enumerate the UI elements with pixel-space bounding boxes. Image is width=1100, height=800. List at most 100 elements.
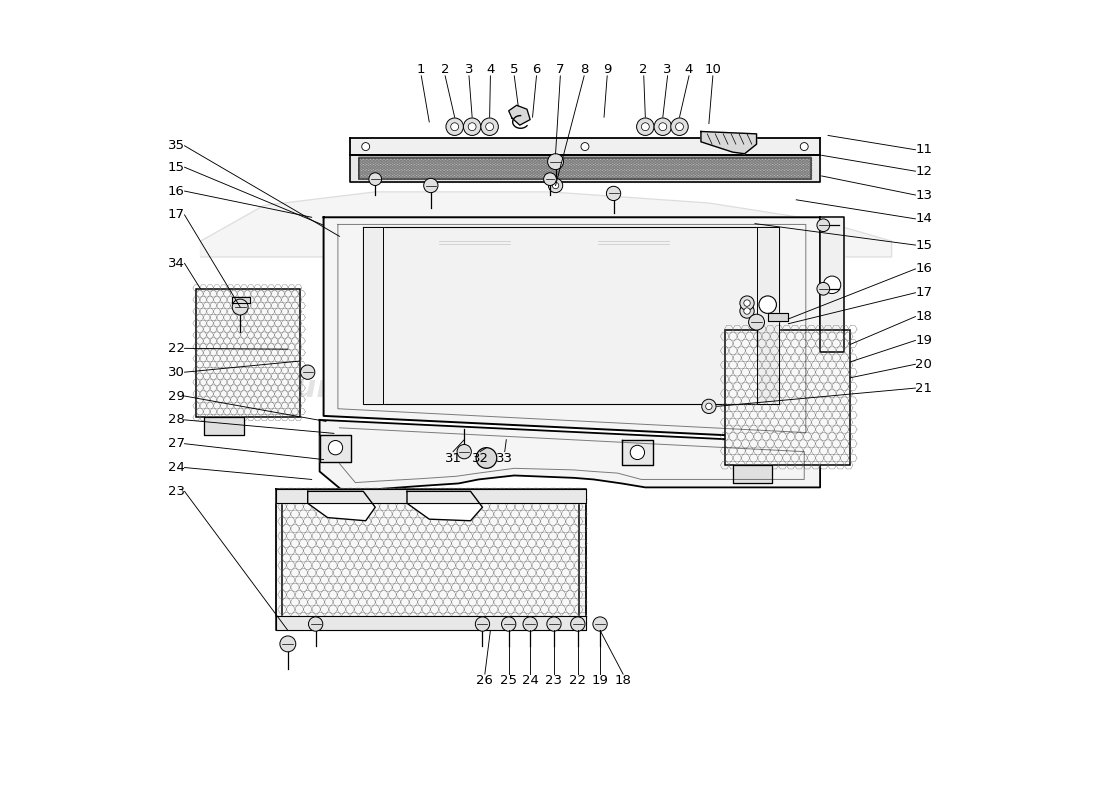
Circle shape bbox=[630, 446, 645, 459]
Circle shape bbox=[469, 122, 476, 130]
Text: 27: 27 bbox=[167, 437, 185, 450]
Circle shape bbox=[368, 173, 382, 186]
Polygon shape bbox=[821, 218, 844, 352]
Circle shape bbox=[552, 182, 559, 189]
Circle shape bbox=[549, 178, 563, 193]
Text: 3: 3 bbox=[464, 63, 473, 76]
Circle shape bbox=[446, 118, 463, 135]
Circle shape bbox=[548, 154, 563, 170]
Bar bbox=[725, 330, 850, 465]
Bar bbox=[283, 495, 580, 624]
Circle shape bbox=[232, 299, 249, 315]
Text: 13: 13 bbox=[915, 189, 933, 202]
Polygon shape bbox=[200, 192, 892, 257]
Text: 33: 33 bbox=[496, 452, 514, 465]
Text: 26: 26 bbox=[476, 674, 493, 687]
Text: eurospares: eurospares bbox=[549, 374, 741, 402]
Circle shape bbox=[475, 617, 490, 631]
Circle shape bbox=[817, 282, 829, 295]
Text: 12: 12 bbox=[915, 165, 933, 178]
Circle shape bbox=[502, 617, 516, 631]
Polygon shape bbox=[232, 297, 250, 303]
Polygon shape bbox=[508, 106, 530, 125]
Text: 30: 30 bbox=[167, 366, 185, 378]
Polygon shape bbox=[733, 465, 772, 482]
Polygon shape bbox=[308, 491, 375, 521]
Text: 22: 22 bbox=[167, 342, 185, 355]
Text: 1: 1 bbox=[417, 63, 426, 76]
Text: 7: 7 bbox=[557, 63, 564, 76]
Polygon shape bbox=[350, 138, 821, 155]
Circle shape bbox=[671, 118, 689, 135]
Text: 2: 2 bbox=[441, 63, 450, 76]
Text: 31: 31 bbox=[444, 452, 462, 465]
Text: 19: 19 bbox=[915, 334, 933, 347]
Text: 9: 9 bbox=[603, 63, 612, 76]
Polygon shape bbox=[350, 155, 821, 182]
Text: 25: 25 bbox=[500, 674, 517, 687]
Polygon shape bbox=[407, 491, 483, 521]
Circle shape bbox=[740, 296, 755, 310]
Circle shape bbox=[817, 219, 829, 231]
Text: 14: 14 bbox=[915, 212, 933, 226]
Text: 18: 18 bbox=[915, 310, 933, 323]
Text: 10: 10 bbox=[704, 63, 722, 76]
Circle shape bbox=[522, 617, 537, 631]
Circle shape bbox=[308, 617, 322, 631]
Text: 32: 32 bbox=[472, 452, 488, 465]
Polygon shape bbox=[320, 420, 821, 491]
Text: 17: 17 bbox=[167, 208, 185, 222]
Circle shape bbox=[823, 276, 840, 294]
Text: 20: 20 bbox=[915, 358, 933, 370]
Polygon shape bbox=[757, 227, 779, 404]
Polygon shape bbox=[701, 131, 757, 154]
Circle shape bbox=[543, 173, 557, 186]
Text: 16: 16 bbox=[915, 262, 933, 275]
Text: eurospares: eurospares bbox=[275, 374, 468, 402]
Text: 5: 5 bbox=[510, 63, 518, 76]
Circle shape bbox=[481, 118, 498, 135]
Text: 8: 8 bbox=[580, 63, 588, 76]
Text: 23: 23 bbox=[546, 674, 562, 687]
Text: 4: 4 bbox=[486, 63, 495, 76]
Circle shape bbox=[424, 178, 438, 193]
Circle shape bbox=[476, 448, 497, 468]
Circle shape bbox=[329, 441, 343, 455]
Text: 34: 34 bbox=[167, 257, 185, 270]
Circle shape bbox=[547, 617, 561, 631]
Text: 15: 15 bbox=[915, 238, 933, 251]
Circle shape bbox=[675, 122, 683, 130]
Polygon shape bbox=[276, 616, 586, 630]
Circle shape bbox=[606, 186, 620, 201]
Circle shape bbox=[641, 122, 649, 130]
Text: 3: 3 bbox=[663, 63, 672, 76]
Circle shape bbox=[581, 142, 589, 150]
Polygon shape bbox=[323, 218, 821, 440]
Text: 23: 23 bbox=[167, 485, 185, 498]
Circle shape bbox=[486, 122, 494, 130]
Text: 6: 6 bbox=[532, 63, 541, 76]
Text: 4: 4 bbox=[685, 63, 693, 76]
Circle shape bbox=[749, 314, 764, 330]
Polygon shape bbox=[276, 489, 586, 503]
Text: 18: 18 bbox=[615, 674, 631, 687]
Circle shape bbox=[801, 142, 808, 150]
Text: 2: 2 bbox=[639, 63, 648, 76]
Polygon shape bbox=[363, 227, 779, 404]
Circle shape bbox=[637, 118, 654, 135]
Circle shape bbox=[759, 296, 777, 314]
Text: 15: 15 bbox=[167, 161, 185, 174]
Circle shape bbox=[702, 399, 716, 414]
Text: 17: 17 bbox=[915, 286, 933, 299]
Text: 19: 19 bbox=[592, 674, 608, 687]
Text: 35: 35 bbox=[167, 139, 185, 152]
Polygon shape bbox=[621, 440, 653, 465]
Polygon shape bbox=[769, 313, 789, 321]
Circle shape bbox=[593, 617, 607, 631]
Circle shape bbox=[654, 118, 672, 135]
Circle shape bbox=[362, 142, 370, 150]
Circle shape bbox=[458, 445, 472, 458]
Circle shape bbox=[300, 365, 315, 379]
Text: 16: 16 bbox=[167, 185, 185, 198]
Circle shape bbox=[744, 308, 750, 314]
